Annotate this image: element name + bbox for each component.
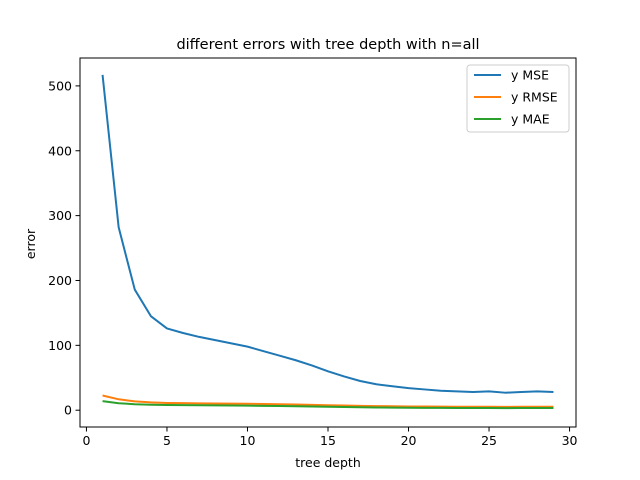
legend: y MSE y RMSE y MAE [466,64,570,133]
chart-title: different errors with tree depth with n=… [176,37,479,53]
y-tick-label-1: 100 [48,338,72,353]
x-axis-label: tree depth [295,455,361,470]
legend-label-2: y MAE [511,112,550,127]
y-tick-label-0: 0 [64,403,72,418]
y-tick-label-4: 400 [48,143,72,158]
y-tick-label-2: 200 [48,273,72,288]
x-tick-label-5: 25 [481,433,497,448]
x-tick-label-2: 10 [240,433,256,448]
series-line-1 [102,394,554,408]
x-tick-label-1: 5 [163,433,171,448]
y-axis-label: error [23,228,38,259]
legend-label-0: y MSE [511,68,549,83]
series-line-0 [101,74,554,394]
x-tick-label-4: 20 [401,433,417,448]
legend-box [466,64,570,133]
legend-label-1: y RMSE [511,90,558,105]
series-line-2 [102,400,554,410]
x-tick-label-3: 15 [320,433,336,448]
y-tick-label-5: 500 [48,78,72,93]
x-tick-label-6: 30 [562,433,578,448]
y-tick-label-3: 300 [48,208,72,223]
x-tick-label-0: 0 [82,433,90,448]
